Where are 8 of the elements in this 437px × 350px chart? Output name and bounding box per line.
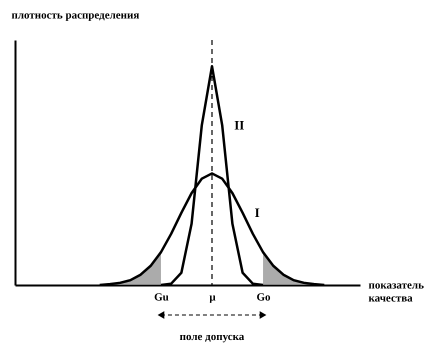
y-axis-title: плотность распределения — [12, 10, 140, 22]
text: поле допуска — [180, 331, 245, 343]
series-label: II — [234, 117, 244, 132]
x-tick-label: Gu — [154, 292, 169, 304]
x-tick-label: μ — [209, 292, 216, 304]
series-label: I — [254, 204, 260, 220]
x-tick-label: Go — [256, 292, 272, 304]
x-axis-title: показатель качества — [368, 280, 424, 304]
